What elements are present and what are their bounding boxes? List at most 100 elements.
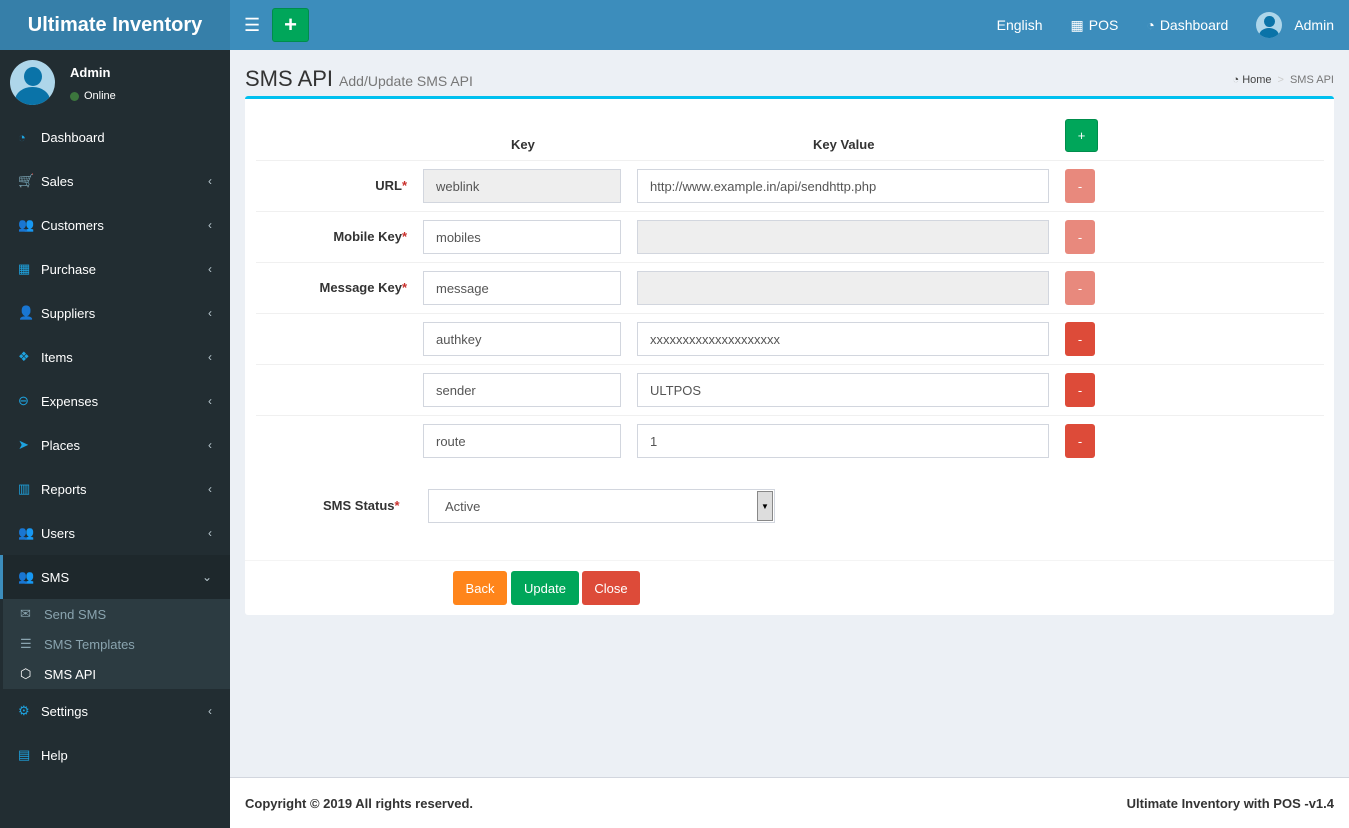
dashboard-icon: ◔ xyxy=(1146,17,1155,33)
sidebar-item-sms[interactable]: 👥 SMS ⌄ xyxy=(0,555,230,599)
table-row: Message Key* message - xyxy=(256,262,1324,313)
remove-row-button[interactable]: - xyxy=(1065,220,1095,254)
user-panel: Admin Online xyxy=(0,50,230,115)
required-marker: * xyxy=(401,229,407,244)
back-button[interactable]: Back xyxy=(453,571,507,605)
sidebar-item-dashboard[interactable]: ◔ Dashboard xyxy=(0,115,230,159)
key-value-input[interactable]: 1 xyxy=(637,424,1049,458)
sidebar-item-suppliers[interactable]: 👤 Suppliers ‹ xyxy=(0,291,230,335)
page-title: SMS API xyxy=(245,66,334,91)
remove-row-button[interactable]: - xyxy=(1065,169,1095,203)
sidebar-item-label: Purchase xyxy=(41,261,96,277)
submenu-item-sms-templates[interactable]: ☰ SMS Templates xyxy=(3,629,230,659)
key-value-input[interactable]: xxxxxxxxxxxxxxxxxxxx xyxy=(637,322,1049,356)
sidebar-item-label: Users xyxy=(41,525,75,541)
status-label: Online xyxy=(84,90,116,102)
sms-api-form: Key Key Value + URL* weblink http://www.ex… xyxy=(245,96,1334,615)
page-subtitle: Add/Update SMS API xyxy=(339,73,473,89)
dashboard-link[interactable]: ◔ Dashboard xyxy=(1146,17,1228,33)
key-input[interactable]: sender xyxy=(423,373,621,407)
chevron-icon: ‹ xyxy=(208,350,212,364)
key-input[interactable]: route xyxy=(423,424,621,458)
menu-toggle-icon[interactable]: ☰ xyxy=(244,15,261,35)
key-input[interactable]: message xyxy=(423,271,621,305)
sms-status-text: SMS Status xyxy=(323,498,395,513)
sms-status-value: Active xyxy=(445,498,481,514)
page-header: SMS API Add/Update SMS API xyxy=(245,66,473,92)
key-input[interactable]: mobiles xyxy=(423,220,621,254)
app-logo[interactable]: Ultimate Inventory xyxy=(0,0,230,50)
sidebar-item-customers[interactable]: 👥 Customers ‹ xyxy=(0,203,230,247)
dropdown-arrow-icon[interactable]: ▼ xyxy=(757,491,773,521)
required-marker: * xyxy=(401,280,407,295)
user-menu[interactable]: Admin xyxy=(1256,12,1334,38)
paper-plane-icon: ➤ xyxy=(18,437,29,452)
sidebar-item-users[interactable]: 👥 Users ‹ xyxy=(0,511,230,555)
chevron-icon: ‹ xyxy=(208,218,212,232)
quick-add-button[interactable]: + xyxy=(272,8,309,42)
key-input[interactable]: authkey xyxy=(423,322,621,356)
sidebar-item-label: Dashboard xyxy=(41,129,105,145)
sms-status-select[interactable]: Active ▼ xyxy=(428,489,775,523)
sidebar-item-label: Expenses xyxy=(41,393,99,409)
chevron-icon: ‹ xyxy=(208,174,212,188)
sidebar-item-sales[interactable]: 🛒 Sales ‹ xyxy=(0,159,230,203)
cart-icon: 🛒 xyxy=(18,173,35,188)
add-row-button[interactable]: + xyxy=(1065,119,1098,152)
chevron-icon: ‹ xyxy=(208,438,212,452)
column-header-key: Key xyxy=(511,137,535,152)
submenu-item-send-sms[interactable]: ✉ Send SMS xyxy=(3,599,230,629)
sidebar-item-settings[interactable]: ⚙ Settings ‹ xyxy=(0,689,230,733)
language-menu[interactable]: English xyxy=(997,17,1043,33)
sidebar-item-reports[interactable]: ▥ Reports ‹ xyxy=(0,467,230,511)
key-value-input[interactable]: ULTPOS xyxy=(637,373,1049,407)
users-icon: 👥 xyxy=(18,525,35,540)
remove-row-button[interactable]: - xyxy=(1065,271,1095,305)
close-button[interactable]: Close xyxy=(582,571,640,605)
key-value-input[interactable] xyxy=(637,220,1049,254)
breadcrumb-current: SMS API xyxy=(1289,74,1334,86)
sms-submenu: ✉ Send SMS ☰ SMS Templates ⬡ SMS API xyxy=(3,599,230,689)
table-row: authkey xxxxxxxxxxxxxxxxxxxx - xyxy=(256,313,1324,364)
required-marker: * xyxy=(401,178,407,193)
remove-row-button[interactable]: - xyxy=(1065,424,1095,458)
sidebar-item-purchase[interactable]: ▦ Purchase ‹ xyxy=(0,247,230,291)
version-text: Ultimate Inventory with POS -v1.4 xyxy=(1126,796,1334,811)
cubes-icon: ❖ xyxy=(18,349,30,364)
chevron-icon: ‹ xyxy=(208,394,212,408)
sidebar-item-label: Items xyxy=(41,349,73,365)
table-row: sender ULTPOS - xyxy=(256,364,1324,415)
update-button[interactable]: Update xyxy=(511,571,579,605)
sidebar-item-label: Sales xyxy=(41,173,74,189)
row-label: Mobile Key* xyxy=(333,229,407,244)
key-value-input[interactable] xyxy=(637,271,1049,305)
chevron-icon: ‹ xyxy=(208,306,212,320)
sidebar-item-label: Suppliers xyxy=(41,305,96,321)
row-label: Message Key* xyxy=(320,280,407,295)
copyright-text: Copyright © 2019 All rights reserved. xyxy=(245,796,474,811)
chevron-icon: ‹ xyxy=(208,262,212,276)
sidebar-item-help[interactable]: ▤ Help xyxy=(0,733,230,777)
dashboard-icon: ◔ xyxy=(1232,74,1243,86)
pos-link[interactable]: ▦ POS xyxy=(1071,17,1119,34)
cogs-icon: ⚙ xyxy=(18,703,30,718)
breadcrumb-home[interactable]: Home xyxy=(1242,74,1272,86)
online-dot-icon xyxy=(70,91,79,101)
sidebar-item-items[interactable]: ❖ Items ‹ xyxy=(0,335,230,379)
remove-row-button[interactable]: - xyxy=(1065,373,1095,407)
sidebar: Admin Online ◔ Dashboard 🛒 Sales ‹ 👥 Customers… xyxy=(0,50,230,828)
dashboard-label: Dashboard xyxy=(1159,17,1229,33)
sidebar-item-places[interactable]: ➤ Places ‹ xyxy=(0,423,230,467)
key-value-input[interactable]: http://www.example.in/api/sendhttp.php xyxy=(637,169,1049,203)
users-icon: 👥 xyxy=(18,569,35,584)
column-header-key-value: Key Value xyxy=(813,137,875,152)
sidebar-item-expenses[interactable]: ⊖ Expenses ‹ xyxy=(0,379,230,423)
form-footer: Back Update Close xyxy=(245,560,1334,615)
submenu-item-sms-api[interactable]: ⬡ SMS API xyxy=(3,659,230,689)
remove-row-button[interactable]: - xyxy=(1065,322,1095,356)
sidebar-item-label: Customers xyxy=(41,217,104,233)
table-row: URL* weblink http://www.example.in/api/sen… xyxy=(256,160,1324,211)
key-input[interactable]: weblink xyxy=(423,169,621,203)
chevron-icon: ⌄ xyxy=(201,570,212,584)
avatar xyxy=(1256,12,1283,38)
